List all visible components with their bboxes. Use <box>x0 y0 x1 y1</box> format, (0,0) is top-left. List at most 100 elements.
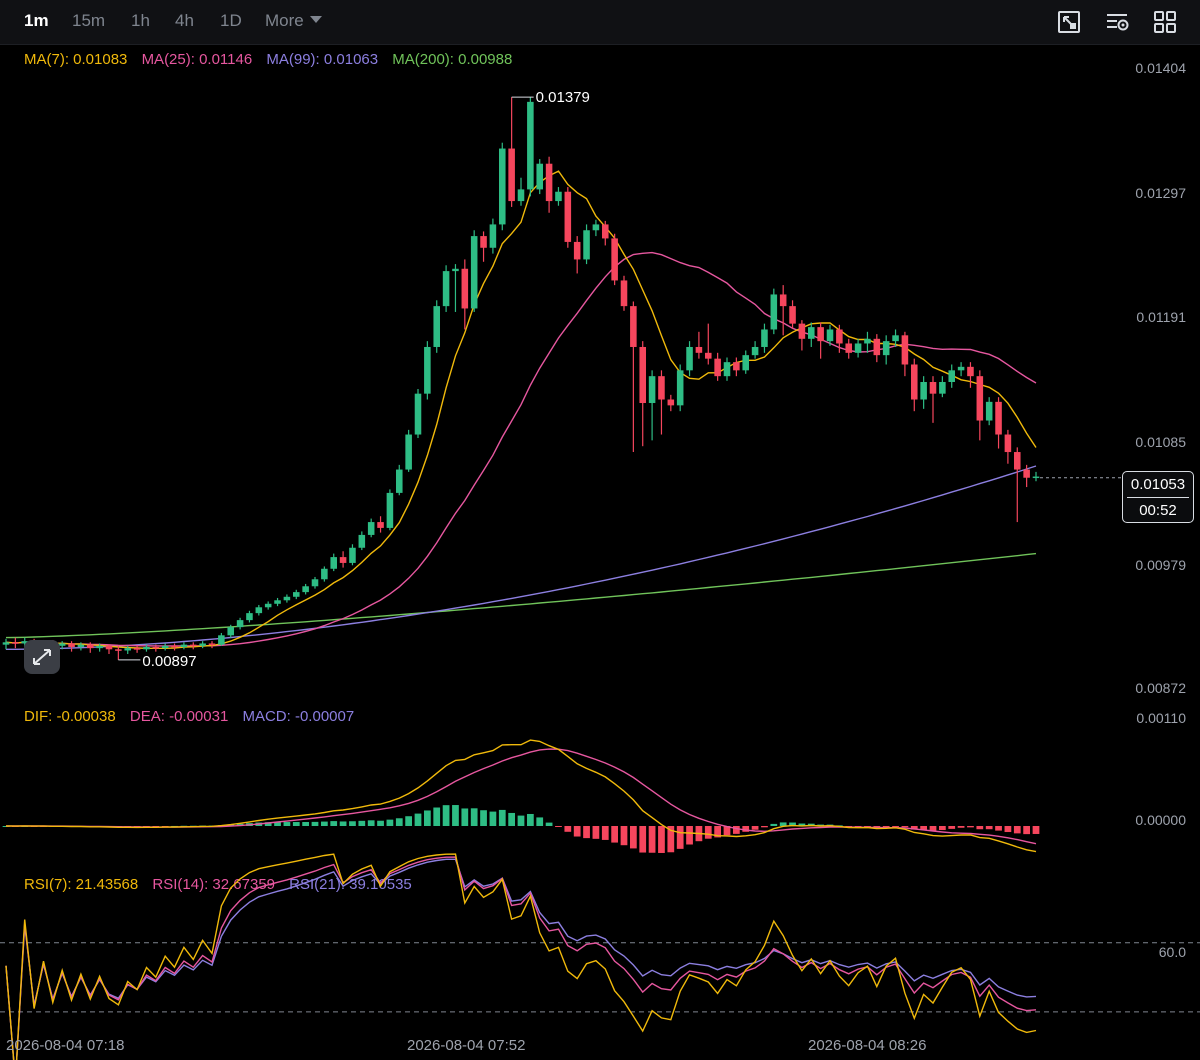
fullscreen-expand-button[interactable] <box>24 640 60 674</box>
more-timeframes-dropdown[interactable]: More <box>265 11 322 31</box>
chart-type-icon[interactable] <box>1056 9 1082 35</box>
candle-body <box>1004 434 1012 453</box>
candle-body <box>601 224 609 239</box>
candle-body <box>573 241 581 260</box>
candle-body <box>864 338 871 344</box>
timeframe-1m[interactable]: 1m <box>24 11 49 30</box>
macd-histogram-bar <box>761 826 768 828</box>
current-price: 0.01053 <box>1130 476 1186 493</box>
layout-grid-icon[interactable] <box>1152 9 1178 35</box>
candle-body <box>180 644 188 647</box>
candle-body <box>648 376 656 404</box>
price-axis-label: 0.00979 <box>1135 557 1186 573</box>
macd-histogram-bar <box>967 826 974 828</box>
dif-legend: DIF: -0.00038 <box>24 708 116 725</box>
candle-body <box>836 329 843 344</box>
candle-body <box>854 343 862 353</box>
macd-histogram-bar <box>302 821 310 826</box>
macd-legend: DIF: -0.00038 DEA: -0.00031 MACD: -0.000… <box>24 708 364 725</box>
macd-histogram-bar <box>873 826 881 827</box>
macd-histogram-bar <box>611 826 619 843</box>
candle-body <box>395 469 403 493</box>
dif-line <box>5 739 1037 853</box>
chevron-down-icon <box>309 16 322 23</box>
macd-histogram-bar <box>714 826 722 838</box>
macd-histogram-bar <box>929 826 937 831</box>
macd-histogram-bar <box>817 824 825 826</box>
candle-body <box>948 370 956 383</box>
macd-histogram-bar <box>545 822 553 826</box>
candle-body <box>742 355 750 371</box>
macd-histogram-bar <box>405 816 413 826</box>
candle-body <box>686 346 693 371</box>
timeframe-4h[interactable]: 4h <box>175 11 194 30</box>
rsi-legend: RSI(7): 21.43568 RSI(14): 32.67359 RSI(2… <box>24 876 422 893</box>
timeframe-1d[interactable]: 1D <box>220 11 242 30</box>
ma200-legend: MA(200): 0.00988 <box>392 51 513 68</box>
candle-body <box>433 306 441 347</box>
ma7-legend: MA(7): 0.01083 <box>24 51 128 68</box>
timeframe-15m[interactable]: 15m <box>72 11 106 30</box>
indicator-settings-icon[interactable] <box>1104 9 1130 35</box>
macd-histogram-bar <box>742 826 750 832</box>
macd-histogram-bar <box>732 826 740 834</box>
candle-body <box>583 230 590 260</box>
candle-body <box>218 635 225 645</box>
macd-histogram-bar <box>395 818 403 826</box>
candle-body <box>96 645 103 649</box>
candle-body <box>302 586 309 593</box>
macd-histogram-bar <box>573 826 581 837</box>
candle-body <box>58 643 66 646</box>
macd-histogram-bar <box>536 817 544 826</box>
candle-body <box>424 346 431 394</box>
macd-histogram-bar <box>526 813 534 826</box>
macd-histogram-bar <box>470 808 478 826</box>
macd-histogram-bar <box>995 826 1002 831</box>
candle-body <box>133 648 141 650</box>
rsi21-legend: RSI(21): 39.10535 <box>289 876 412 893</box>
timeframe-toolbar: 1m 15m 1h 4h 1D More <box>0 0 1200 45</box>
macd-histogram-bar <box>358 820 366 826</box>
macd-histogram-bar <box>686 826 693 845</box>
macd-histogram-bar <box>892 826 899 827</box>
price-axis-label: 0.01404 <box>1135 60 1186 76</box>
macd-histogram-bar <box>751 826 759 830</box>
macd-histogram-bar <box>770 823 778 826</box>
macd-histogram-bar <box>320 821 328 826</box>
macd-histogram-bar <box>508 812 516 826</box>
candle-body <box>967 366 974 377</box>
candle-body <box>807 327 815 339</box>
candle-body <box>770 294 778 330</box>
macd-histogram-bar <box>292 822 300 826</box>
rsi21-line <box>5 858 1037 1060</box>
candle-body <box>189 644 197 647</box>
candle-body <box>761 329 768 347</box>
macd-histogram-bar <box>901 826 909 828</box>
candle-body <box>171 645 178 648</box>
macd-histogram-bar <box>517 815 525 826</box>
macd-histogram-bar <box>920 826 928 830</box>
macd-histogram-bar <box>264 822 272 826</box>
macd-histogram-bar <box>283 822 291 826</box>
candle-body <box>498 148 506 225</box>
candle-body <box>470 236 478 309</box>
candle-body <box>274 600 281 604</box>
timeframe-1h[interactable]: 1h <box>131 11 150 30</box>
candle-body <box>704 352 712 359</box>
macd-histogram-bar <box>910 826 918 830</box>
macd-histogram-bar <box>592 826 600 839</box>
candle-body <box>564 191 572 242</box>
macd-histogram-bar <box>236 823 244 826</box>
macd-histogram-bar <box>620 826 628 846</box>
macd-histogram-bar <box>985 826 993 830</box>
divider <box>1127 497 1189 498</box>
macd-histogram-bar <box>676 826 684 849</box>
price-axis-label: 0.00872 <box>1135 680 1186 696</box>
macd-histogram-bar <box>798 823 806 826</box>
ma-legend: MA(7): 0.01083 MA(25): 0.01146 MA(99): 0… <box>24 51 522 68</box>
candle-body <box>227 627 235 636</box>
macd-histogram-bar <box>1023 826 1031 835</box>
candle-body <box>349 547 356 563</box>
candle-body <box>461 268 469 309</box>
